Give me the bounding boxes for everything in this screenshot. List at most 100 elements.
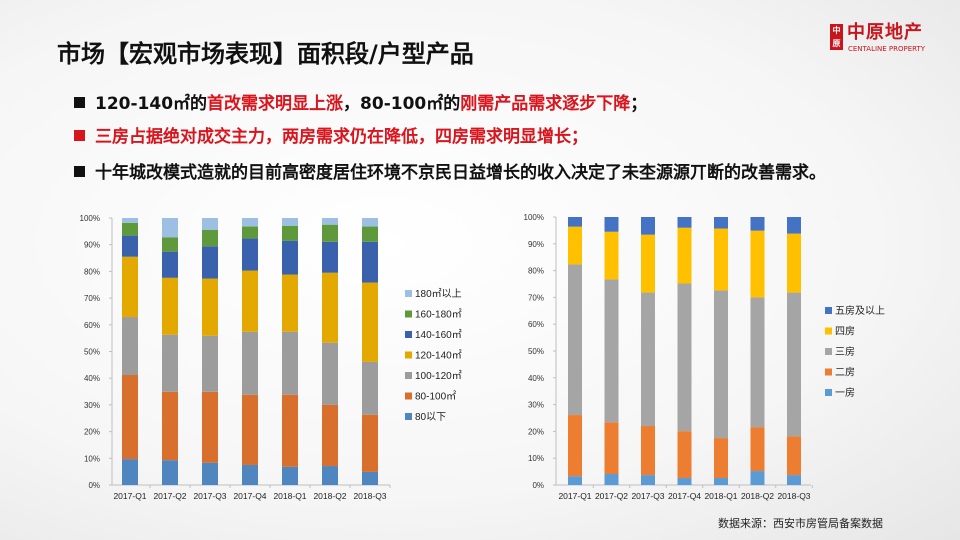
bar-segment-2018-Q2-五房及以上 xyxy=(750,217,765,231)
legend-swatch xyxy=(405,392,412,400)
legend-swatch xyxy=(405,372,412,379)
bar-segment-2017-Q2-一房 xyxy=(604,474,619,485)
bar-segment-2017-Q4-120-140㎡ xyxy=(242,270,258,332)
bar-segment-2017-Q2-二房 xyxy=(604,422,619,475)
bar-segment-2017-Q3-80-100㎡ xyxy=(202,391,218,463)
bar-segment-2018-Q2-120-140㎡ xyxy=(322,272,338,343)
bar-segment-2017-Q3-一房 xyxy=(641,475,655,485)
bar-segment-2018-Q2-80以下 xyxy=(322,466,338,485)
y-tick-label: 10% xyxy=(528,454,544,463)
legend-label: 五房及以上 xyxy=(835,304,885,317)
y-tick-label: 20% xyxy=(528,427,544,436)
bar-segment-2018-Q1-一房 xyxy=(714,478,728,485)
legend-swatch xyxy=(405,310,412,318)
bar-segment-2018-Q3-四房 xyxy=(787,233,801,293)
y-tick-label: 70% xyxy=(84,294,100,303)
bar-segment-2018-Q3-140-160㎡ xyxy=(362,241,378,283)
y-tick-label: 50% xyxy=(84,348,100,357)
bar-segment-2018-Q1-120-140㎡ xyxy=(282,274,298,332)
bar-segment-2018-Q3-一房 xyxy=(787,475,801,485)
legend-label: 180㎡以上 xyxy=(415,288,462,300)
bar-segment-2017-Q4-180㎡以上 xyxy=(242,218,258,227)
bar-segment-2018-Q2-80-100㎡ xyxy=(322,404,338,467)
bar-segment-2018-Q3-三房 xyxy=(787,292,801,437)
bar-segment-2017-Q3-五房及以上 xyxy=(641,217,655,235)
x-tick-label: 2017-Q4 xyxy=(668,491,701,501)
x-tick-label: 2018-Q3 xyxy=(777,491,810,501)
y-tick-label: 50% xyxy=(528,347,544,356)
bar-segment-2018-Q2-三房 xyxy=(750,297,765,428)
x-tick-label: 2017-Q4 xyxy=(233,491,266,501)
centaline-logo: 中原 中原地产 CENTALINE PROPERTY xyxy=(830,22,940,56)
bar-segment-2017-Q4-80以下 xyxy=(242,464,258,485)
bar-segment-2018-Q1-三房 xyxy=(714,290,728,439)
x-tick-label: 2017-Q3 xyxy=(631,491,664,501)
logo-text-cn: 中原地产 xyxy=(847,22,923,43)
bar-segment-2017-Q2-80-100㎡ xyxy=(162,391,178,461)
bar-segment-2017-Q3-140-160㎡ xyxy=(202,246,218,279)
legend-label: 140-160㎡ xyxy=(415,329,462,341)
bar-segment-2017-Q2-140-160㎡ xyxy=(162,251,178,278)
legend-label: 四房 xyxy=(835,325,855,338)
bar-segment-2018-Q2-一房 xyxy=(750,471,765,485)
y-tick-label: 0% xyxy=(532,481,544,490)
bar-segment-2017-Q4-三房 xyxy=(677,283,692,432)
y-tick-label: 0% xyxy=(88,481,100,490)
bar-segment-2017-Q3-四房 xyxy=(641,234,655,293)
bar-segment-2017-Q2-80以下 xyxy=(162,460,178,485)
legend-swatch xyxy=(405,413,412,420)
bar-segment-2017-Q2-120-140㎡ xyxy=(162,277,178,335)
bar-segment-2017-Q3-180㎡以上 xyxy=(202,218,218,230)
bar-segment-2017-Q1-160-180㎡ xyxy=(122,222,138,236)
bar-segment-2017-Q2-三房 xyxy=(604,279,619,423)
bar-segment-2017-Q1-180㎡以上 xyxy=(122,218,138,223)
legend-swatch xyxy=(825,307,832,314)
bullet-room-trend: 三房占据绝对成交主力，两房需求仍在降低，四房需求明显增长； xyxy=(74,127,588,148)
legend-label: 120-140㎡ xyxy=(415,350,462,362)
bar-segment-2017-Q4-100-120㎡ xyxy=(242,331,258,395)
bar-segment-2017-Q2-180㎡以上 xyxy=(162,218,178,238)
bar-segment-2018-Q2-180㎡以上 xyxy=(322,218,338,225)
bar-segment-2017-Q3-二房 xyxy=(641,426,655,476)
bar-segment-2017-Q1-三房 xyxy=(568,264,582,416)
legend-swatch xyxy=(825,368,832,376)
bar-segment-2018-Q2-140-160㎡ xyxy=(322,241,338,273)
bar-segment-2017-Q2-100-120㎡ xyxy=(162,334,178,392)
logo-text-en: CENTALINE PROPERTY xyxy=(848,45,926,53)
legend-swatch xyxy=(405,331,412,338)
bar-segment-2017-Q1-120-140㎡ xyxy=(122,256,138,318)
bar-segment-2018-Q1-五房及以上 xyxy=(714,217,728,229)
bullet-square-icon xyxy=(74,97,85,108)
bar-segment-2017-Q1-四房 xyxy=(568,226,582,265)
legend-label: 80以下 xyxy=(415,412,446,423)
bar-segment-2018-Q1-80-100㎡ xyxy=(282,394,298,467)
y-tick-label: 80% xyxy=(84,267,100,276)
x-tick-label: 2018-Q2 xyxy=(741,491,774,501)
y-tick-label: 40% xyxy=(528,374,544,383)
bar-segment-2017-Q3-三房 xyxy=(641,292,655,427)
bar-segment-2017-Q3-160-180㎡ xyxy=(202,229,218,247)
bar-segment-2017-Q1-80-100㎡ xyxy=(122,374,138,460)
bar-segment-2018-Q3-100-120㎡ xyxy=(362,361,378,415)
bar-segment-2017-Q3-120-140㎡ xyxy=(202,278,218,336)
y-tick-label: 90% xyxy=(528,240,544,249)
y-tick-label: 30% xyxy=(528,401,544,410)
legend-label: 80-100㎡ xyxy=(415,391,456,403)
x-tick-label: 2018-Q3 xyxy=(353,491,386,501)
y-tick-label: 10% xyxy=(84,454,100,463)
bar-segment-2017-Q1-五房及以上 xyxy=(568,217,582,227)
bullet-text: 120-140㎡的 xyxy=(95,94,208,114)
bullet-area-trend: 120-140㎡的首改需求明显上涨，80-100㎡的刚需产品需求逐步下降； xyxy=(74,94,647,115)
bar-segment-2017-Q1-二房 xyxy=(568,415,582,477)
bullet-text: ； xyxy=(630,94,648,114)
bullet-text: 首改需求明显上涨 xyxy=(207,94,344,114)
bar-segment-2018-Q1-二房 xyxy=(714,438,728,479)
bar-segment-2018-Q2-100-120㎡ xyxy=(322,342,338,405)
legend-label: 100-120㎡ xyxy=(415,370,462,382)
bullet-text: 三房占据绝对成交主力，两房需求仍在降低，四房需求明显增长； xyxy=(95,127,588,147)
legend-label: 160-180㎡ xyxy=(415,309,462,321)
bar-segment-2017-Q4-140-160㎡ xyxy=(242,238,258,271)
y-tick-label: 30% xyxy=(84,401,100,410)
x-tick-label: 2018-Q1 xyxy=(273,491,306,501)
